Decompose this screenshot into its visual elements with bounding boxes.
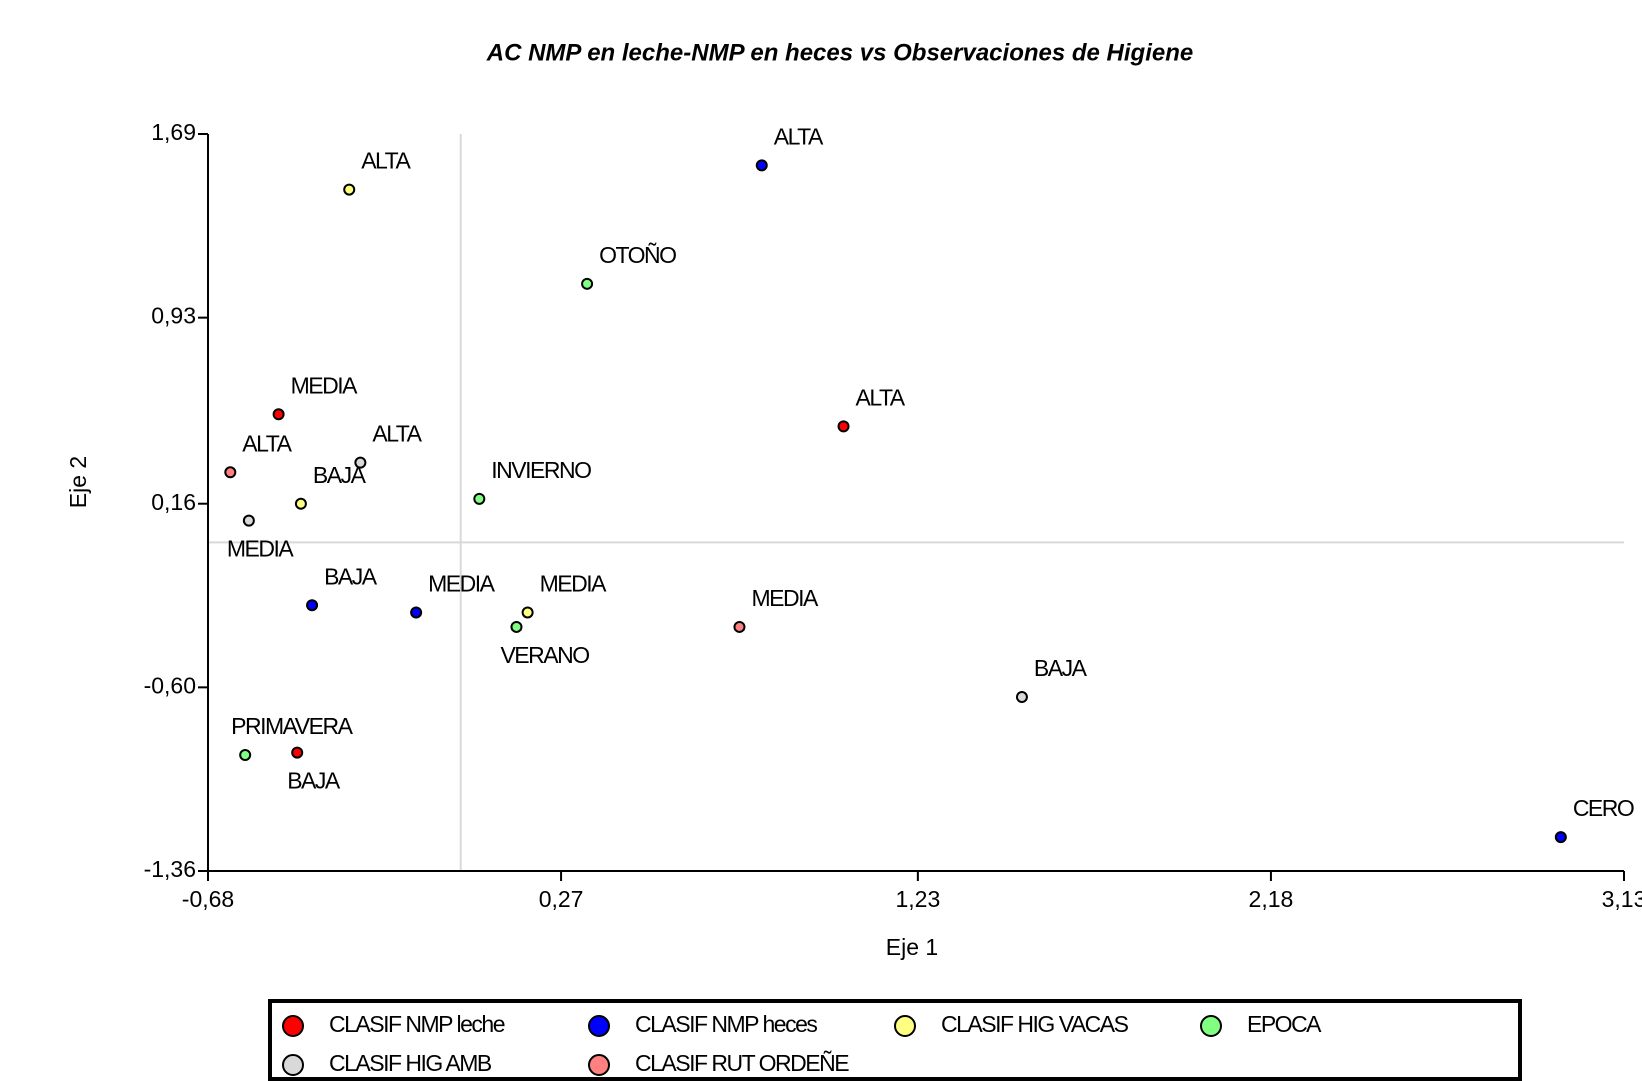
point	[306, 599, 319, 612]
point-label: PRIMAVERA	[231, 713, 353, 739]
legend-marker	[588, 1054, 610, 1076]
legend-label: CLASIF NMP leche	[329, 1011, 505, 1037]
point-label: ALTA	[242, 430, 292, 456]
point-label: OTOÑO	[599, 242, 676, 268]
legend-label: CLASIF NMP heces	[635, 1011, 817, 1037]
point-label: BAJA	[1034, 655, 1088, 681]
legend-label: CLASIF HIG AMB	[329, 1050, 492, 1076]
x-tick-label: -0,68	[182, 886, 234, 912]
point	[755, 159, 768, 172]
point-label: MEDIA	[227, 536, 295, 562]
point-label: CERO	[1573, 795, 1634, 821]
legend-marker	[282, 1054, 304, 1076]
legend-marker	[588, 1015, 610, 1037]
x-tick-label: 3,13	[1602, 886, 1642, 912]
point	[521, 606, 534, 619]
point-label: BAJA	[324, 563, 378, 589]
legend-box	[268, 999, 1522, 1081]
legend-marker	[1200, 1015, 1222, 1037]
legend-label: CLASIF HIG VACAS	[941, 1011, 1129, 1037]
chart-title: AC NMP en leche-NMP en heces vs Observac…	[486, 39, 1193, 66]
point	[1015, 691, 1028, 704]
point-label: VERANO	[500, 642, 589, 668]
point-label: ALTA	[856, 384, 906, 410]
point-label: MEDIA	[291, 372, 359, 398]
legend-marker	[894, 1015, 916, 1037]
point	[272, 408, 285, 421]
y-tick-label: 0,93	[151, 303, 196, 329]
y-axis-label: Eje 2	[65, 456, 91, 508]
point	[473, 492, 486, 505]
x-axis-label: Eje 1	[886, 934, 938, 960]
point	[410, 606, 423, 619]
point	[291, 746, 304, 759]
point	[354, 456, 367, 469]
point	[733, 620, 746, 633]
point-label: INVIERNO	[491, 457, 591, 483]
point	[224, 466, 237, 479]
point	[343, 183, 356, 196]
point-label: ALTA	[361, 148, 411, 174]
point-label: MEDIA	[540, 571, 608, 597]
x-tick-label: 2,18	[1249, 886, 1294, 912]
legend-label: EPOCA	[1247, 1011, 1322, 1037]
point	[294, 497, 307, 510]
point	[1554, 831, 1567, 844]
y-tick-label: -0,60	[144, 672, 196, 698]
y-tick-label: -1,36	[144, 856, 196, 882]
point	[239, 749, 252, 762]
point	[837, 420, 850, 433]
point-label: ALTA	[774, 123, 824, 149]
point	[510, 620, 523, 633]
y-tick-label: 0,16	[151, 489, 196, 515]
point-label: ALTA	[372, 421, 422, 447]
point-label: MEDIA	[428, 571, 496, 597]
point	[581, 277, 594, 290]
point	[242, 514, 255, 527]
point-label: MEDIA	[751, 585, 819, 611]
legend-label: CLASIF RUT ORDEÑE	[635, 1050, 849, 1076]
x-tick-label: 1,23	[895, 886, 940, 912]
y-tick-label: 1,69	[151, 119, 196, 145]
legend-marker	[282, 1015, 304, 1037]
point-label: BAJA	[287, 768, 341, 794]
x-tick-label: 0,27	[539, 886, 584, 912]
